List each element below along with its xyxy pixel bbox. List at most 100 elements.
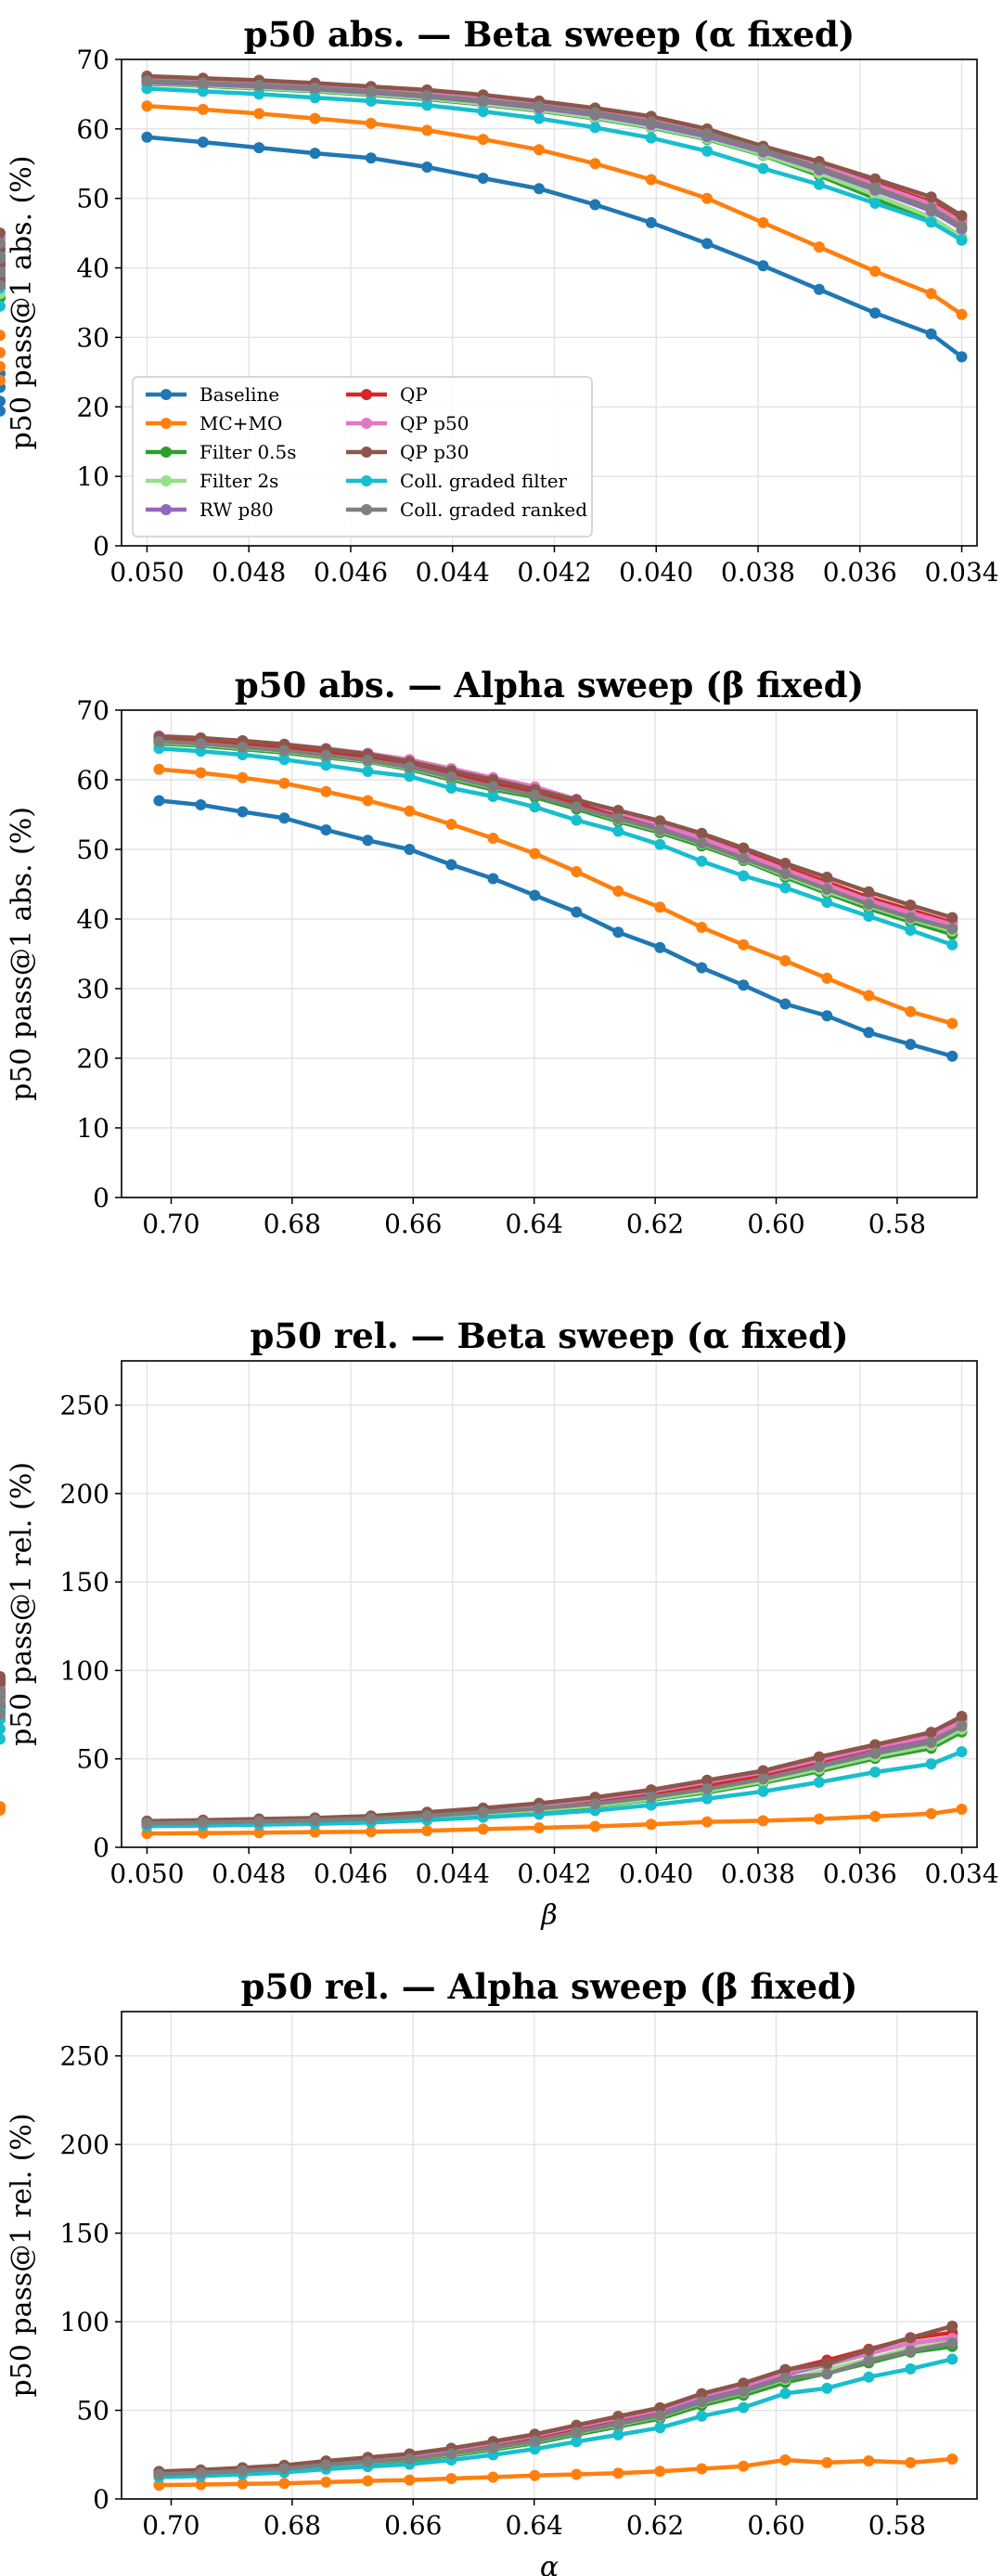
data-point <box>477 95 489 107</box>
x-tick-label: 0.044 <box>416 557 490 588</box>
data-point <box>141 1818 153 1830</box>
x-tick-label: 0.038 <box>721 557 795 588</box>
data-point <box>956 1804 968 1815</box>
legend-label: QP p50 <box>400 412 469 434</box>
legend-label: Filter 2s <box>199 470 278 492</box>
series-qp <box>153 2326 958 2479</box>
series-coll-graded-ranked <box>0 1686 968 1830</box>
series-line <box>157 746 955 948</box>
data-point <box>197 77 209 89</box>
data-point <box>153 735 165 747</box>
series-line <box>145 103 964 317</box>
series-mc-mo <box>0 1801 968 1840</box>
grid <box>122 709 977 1198</box>
data-point <box>404 2474 416 2486</box>
legend-item: Baseline <box>146 383 279 406</box>
data-point <box>701 128 714 140</box>
data-point <box>571 906 583 918</box>
data-point <box>813 1813 825 1825</box>
y-tick-label: 10 <box>76 1113 109 1144</box>
data-point <box>757 162 769 175</box>
data-point <box>320 749 332 761</box>
data-point <box>821 972 833 984</box>
data-point <box>237 749 249 760</box>
data-point <box>869 1739 881 1751</box>
data-point <box>779 2388 791 2400</box>
data-point <box>404 761 416 773</box>
data-point <box>813 241 825 253</box>
data-point <box>362 2455 374 2467</box>
data-point <box>362 835 374 847</box>
data-point <box>863 2355 875 2367</box>
data-point <box>534 100 545 112</box>
x-tick-label: 0.046 <box>314 1858 388 1889</box>
x-tick-label: 0.66 <box>384 1209 442 1239</box>
data-point <box>487 781 499 793</box>
data-point <box>320 785 332 797</box>
plot-frame <box>121 1360 978 1848</box>
data-point <box>925 1758 937 1770</box>
data-point <box>529 2443 541 2455</box>
data-point <box>0 1686 6 1698</box>
series-line <box>145 1806 964 1836</box>
data-point <box>946 2453 958 2465</box>
data-point <box>956 1720 968 1732</box>
series-line <box>157 767 955 1026</box>
series-line <box>145 1714 964 1824</box>
data-point <box>612 805 624 816</box>
data-point <box>141 75 153 87</box>
series-line <box>157 734 955 920</box>
y-tick-label: 70 <box>76 695 109 726</box>
data-point <box>821 2456 833 2468</box>
series-line <box>145 1749 964 1829</box>
data-point <box>738 938 750 951</box>
data-point <box>863 2371 875 2383</box>
data-point <box>946 2353 958 2365</box>
chart-2: p50 abs. — Alpha sweep (β fixed) 0.70 0.68… <box>6 665 978 1239</box>
data-point <box>487 873 499 885</box>
x-tick-label: 0.036 <box>823 1858 897 1889</box>
data-point <box>571 814 583 826</box>
legend-swatch-marker <box>361 418 372 429</box>
data-point <box>696 2410 708 2422</box>
data-point <box>946 1050 958 1062</box>
y-tick-label: 10 <box>76 461 109 492</box>
data-point <box>946 2337 958 2349</box>
data-point <box>956 234 968 246</box>
data-point <box>237 2478 249 2490</box>
x-tick-label: 0.048 <box>212 1858 286 1889</box>
data-point <box>738 2460 750 2472</box>
y-tick-label: 50 <box>76 2396 109 2427</box>
legend-swatch-marker <box>361 447 372 458</box>
data-point <box>905 1039 917 1050</box>
legend-label: MC+MO <box>199 412 282 434</box>
y-tick-label: 150 <box>60 1567 109 1598</box>
data-point <box>757 1785 769 1797</box>
data-point <box>779 868 791 880</box>
chart-title: p50 rel. — Alpha sweep (β fixed) <box>241 1966 858 2007</box>
data-point <box>404 805 416 817</box>
data-point <box>320 824 332 835</box>
y-axis-label: p50 pass@1 rel. (%) <box>6 2113 38 2397</box>
data-point <box>654 815 666 827</box>
data-point <box>0 1708 6 1720</box>
axes-ticks: 0.050 0.048 0.046 0.044 0.042 0.040 0.038 0.036… <box>60 1391 999 1889</box>
series-line <box>157 738 955 930</box>
data-point <box>701 1816 714 1828</box>
data-point <box>701 1774 714 1786</box>
data-point <box>779 998 791 1010</box>
data-point <box>738 2386 750 2398</box>
y-axis-label: p50 pass@1 rel. (%) <box>6 1462 38 1746</box>
y-tick-label: 50 <box>76 184 109 214</box>
data-point <box>195 2466 207 2479</box>
data-point <box>195 738 207 749</box>
data-point <box>365 85 377 97</box>
data-point <box>589 122 601 134</box>
data-point <box>278 2478 290 2490</box>
data-point <box>589 158 601 170</box>
data-point <box>153 795 165 807</box>
data-point <box>946 938 958 951</box>
series-line <box>145 78 964 228</box>
series-rw-p80 <box>153 2332 958 2479</box>
